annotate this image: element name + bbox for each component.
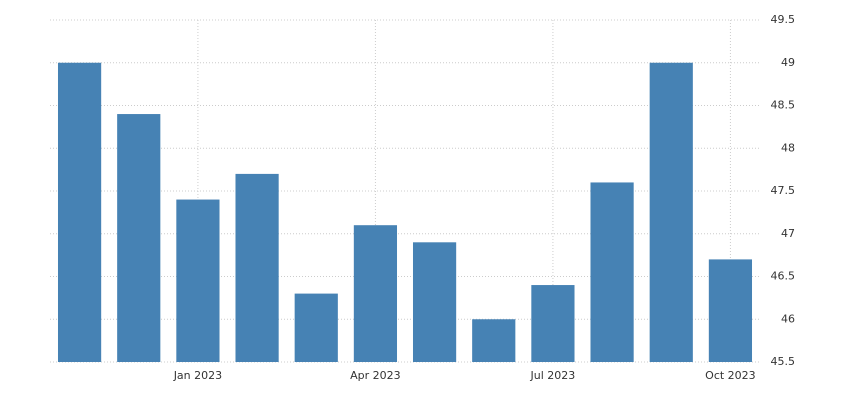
y-tick-label: 49.5 (771, 13, 796, 26)
bar (294, 293, 338, 362)
bar (412, 242, 457, 362)
bar (649, 62, 693, 362)
y-tick-label: 49 (781, 56, 795, 69)
y-tick-label: 48 (781, 141, 795, 154)
bar (176, 199, 220, 362)
x-tick-label: Apr 2023 (350, 369, 401, 382)
x-tick-label: Jul 2023 (530, 369, 576, 382)
y-tick-label: 46.5 (771, 270, 796, 283)
y-tick-label: 46 (781, 312, 795, 325)
bar (117, 114, 161, 362)
bar (590, 182, 634, 362)
bar (708, 259, 753, 362)
bar (472, 319, 516, 362)
bar (531, 285, 575, 362)
bar (57, 62, 102, 362)
bar (353, 225, 398, 362)
y-tick-label: 47 (781, 227, 795, 240)
y-tick-label: 48.5 (771, 99, 796, 112)
bar (235, 173, 279, 362)
x-tick-label: Jan 2023 (173, 369, 222, 382)
x-tick-label: Oct 2023 (705, 369, 756, 382)
y-tick-label: 45.5 (771, 355, 796, 368)
y-tick-label: 47.5 (771, 184, 796, 197)
